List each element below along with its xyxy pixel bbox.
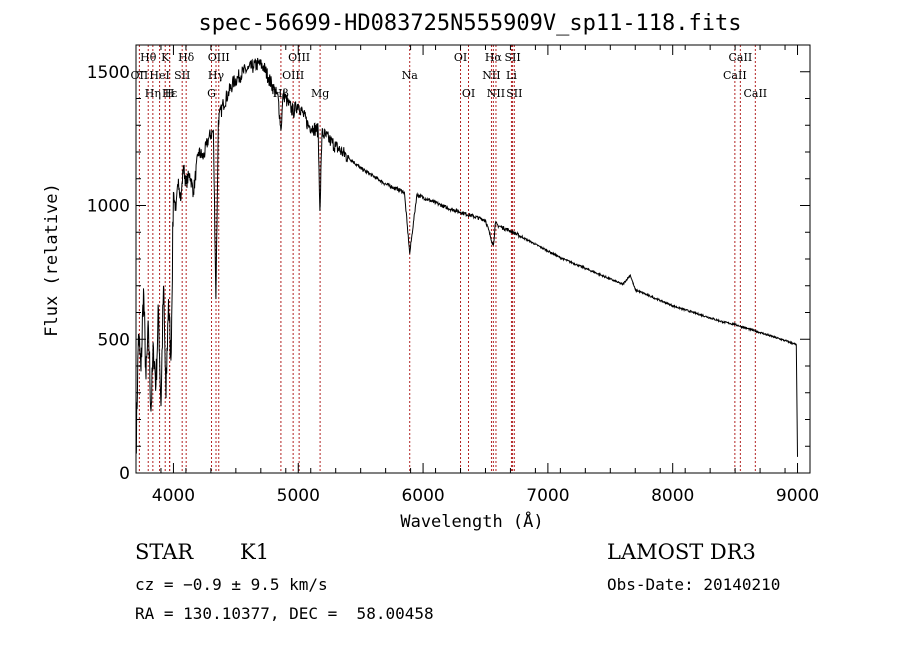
y-axis-ticks: 0 500 1000 1500 — [87, 44, 810, 484]
line-label-18: OI — [462, 87, 475, 100]
line-label-19: Hα — [485, 51, 503, 64]
line-label-10: Hγ — [208, 69, 225, 82]
line-label-8: H — [165, 87, 175, 100]
x-tick-label-4: 8000 — [651, 486, 694, 506]
line-label-20: NII — [482, 69, 500, 82]
line-label-25: CaII — [729, 51, 753, 64]
line-label-23: Li — [506, 69, 517, 82]
line-label-4: HeI — [149, 69, 169, 82]
coordinates: RA = 130.10377, DEC = 58.00458 — [135, 604, 434, 623]
line-label-26: CaII — [723, 69, 747, 82]
plot-frame — [135, 44, 811, 474]
emission-line-markers — [138, 45, 756, 473]
object-subclass: K1 — [240, 540, 270, 564]
y-tick-label-3: 1500 — [87, 63, 130, 83]
line-label-11: G — [207, 87, 216, 100]
line-label-2: Hε — [162, 87, 178, 100]
y-tick-label-1: 500 — [98, 330, 130, 350]
line-label-21: NII — [487, 87, 505, 100]
line-label-6: Hδ — [178, 51, 195, 64]
x-tick-label-5: 9000 — [776, 486, 819, 506]
line-label-1: OII — [131, 69, 149, 82]
line-label-3: K — [161, 51, 170, 64]
y-tick-label-2: 1000 — [87, 197, 130, 217]
obs-date: Obs-Date: 20140210 — [607, 575, 781, 594]
line-label-12: OIII — [288, 51, 310, 64]
x-axis-ticks: 4000 5000 6000 7000 8000 9000 — [135, 45, 819, 506]
redshift-cz: cz = −0.9 ± 9.5 km/s — [135, 575, 328, 594]
x-tick-label-1: 5000 — [277, 486, 320, 506]
y-axis-label: Flux (relative) — [42, 183, 62, 337]
x-tick-label-2: 6000 — [401, 486, 444, 506]
line-label-7: SII — [174, 69, 190, 82]
x-tick-label-0: 4000 — [152, 486, 195, 506]
line-label-13: OIII — [282, 69, 304, 82]
line-label-17: OI — [454, 51, 467, 64]
line-label-16: Na — [402, 69, 419, 82]
x-tick-label-3: 7000 — [526, 486, 569, 506]
x-axis-label: Wavelength (Å) — [400, 510, 543, 532]
line-label-22: SII — [504, 51, 520, 64]
survey-name: LAMOST DR3 — [607, 540, 756, 564]
line-label-0: Hθ — [140, 51, 157, 64]
line-label-9: OIII — [208, 51, 230, 64]
line-label-24: SII — [506, 87, 522, 100]
line-label-27: CaII — [743, 87, 767, 100]
object-class: STAR — [135, 540, 194, 564]
line-label-5: Hη — [145, 87, 161, 100]
spectrum-series-line — [135, 57, 798, 457]
line-label-15: Mg — [311, 87, 329, 100]
y-tick-label-0: 0 — [119, 464, 130, 484]
chart-title: spec-56699-HD083725N555909V_sp11-118.fit… — [198, 11, 741, 36]
